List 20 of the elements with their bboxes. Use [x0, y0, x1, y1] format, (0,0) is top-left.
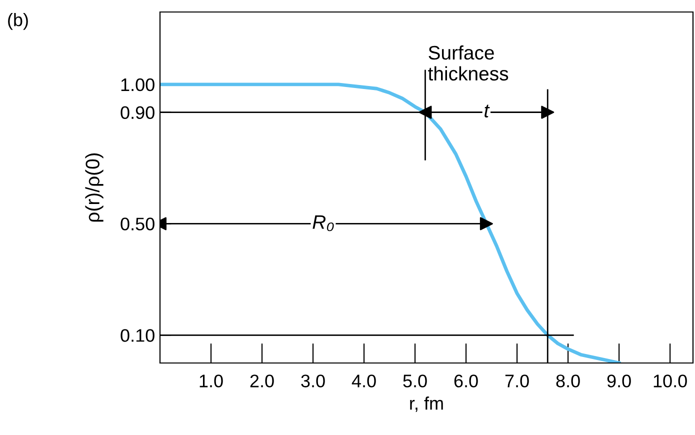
- y-axis-title: ρ(r)/ρ(0): [85, 153, 104, 222]
- y-tick-label: 0.10: [120, 329, 154, 342]
- text: (b): [8, 13, 28, 30]
- x-tick-label: 6.0: [454, 374, 478, 388]
- x-tick-label: 4.0: [352, 374, 376, 388]
- annotation: Surface thickness: [428, 45, 508, 81]
- y-tick-label: 0.90: [120, 106, 154, 120]
- x-tick-label: 7.0: [505, 374, 529, 388]
- x-axis-title: r, fm: [410, 396, 443, 412]
- x-tick-label: 2.0: [250, 374, 274, 388]
- annotation: R₀: [312, 215, 334, 232]
- x-tick-label: 3.0: [301, 374, 325, 388]
- x-tick-label: 9.0: [607, 374, 631, 388]
- x-tick-label: 5.0: [403, 374, 427, 388]
- y-tick-label: 1.00: [121, 78, 154, 92]
- annotation: t: [484, 104, 490, 118]
- y-tick-label: 0.50: [120, 218, 154, 230]
- x-tick-label: 10.0: [654, 374, 687, 388]
- x-tick-label: 1.0: [200, 374, 223, 388]
- x-tick-label: 8.0: [556, 374, 580, 388]
